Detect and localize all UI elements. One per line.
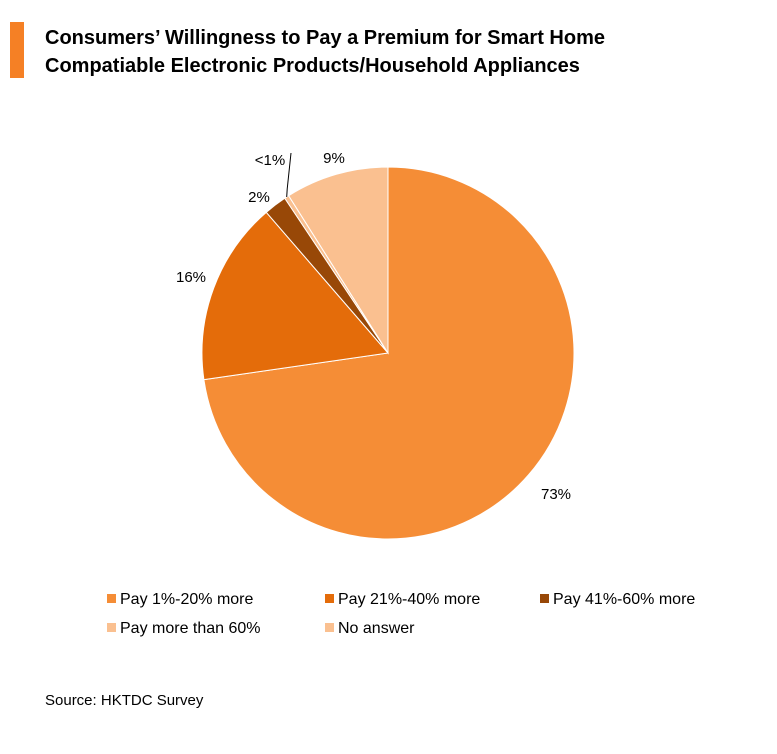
legend-item-pay-1-20: Pay 1%-20% more (107, 590, 253, 610)
legend-swatch (107, 623, 116, 632)
legend-label: Pay 41%-60% more (553, 591, 696, 608)
legend-label: No answer (338, 620, 415, 637)
pie-slice-no-answer (288, 166, 389, 355)
legend-item-pay-41-60: Pay 41%-60% more (540, 590, 695, 610)
data-label-pay-more-than-60: <1% (255, 152, 285, 169)
chart-title-line-1: Consumers’ Willingness to Pay a Premium … (45, 27, 605, 49)
title-accent-bar (10, 22, 24, 78)
data-label-pay-21-40-more: 16% (176, 269, 206, 286)
data-label-pay-41-60-more: 2% (248, 189, 270, 206)
chart-title-line-2: Compatiable Electronic Products/Househol… (45, 55, 580, 77)
legend-swatch (325, 623, 334, 632)
legend-label: Pay 21%-40% more (338, 591, 481, 608)
leader-line (286, 152, 292, 198)
legend-swatch (107, 594, 116, 603)
legend-item-pay-21-40: Pay 21%-40% more (325, 590, 480, 610)
legend-label: Pay more than 60% (120, 620, 261, 637)
chart-title: Consumers’ Willingness to Pay a Premium … (45, 24, 745, 80)
source-note: Source: HKTDC Survey (45, 692, 204, 709)
legend-swatch (325, 594, 334, 603)
data-label-pay-1-20-more: 73% (541, 486, 571, 503)
legend-item-no-answer: No answer (325, 619, 414, 639)
legend-swatch (540, 594, 549, 603)
data-label-no-answer: 9% (323, 150, 345, 167)
pie-slice-pay-1-20-more (203, 166, 575, 540)
legend-item-pay-more-than-60: Pay more than 60% (107, 619, 261, 639)
pie-slice-pay-21-40-more (201, 211, 389, 381)
legend-label: Pay 1%-20% more (120, 591, 254, 608)
